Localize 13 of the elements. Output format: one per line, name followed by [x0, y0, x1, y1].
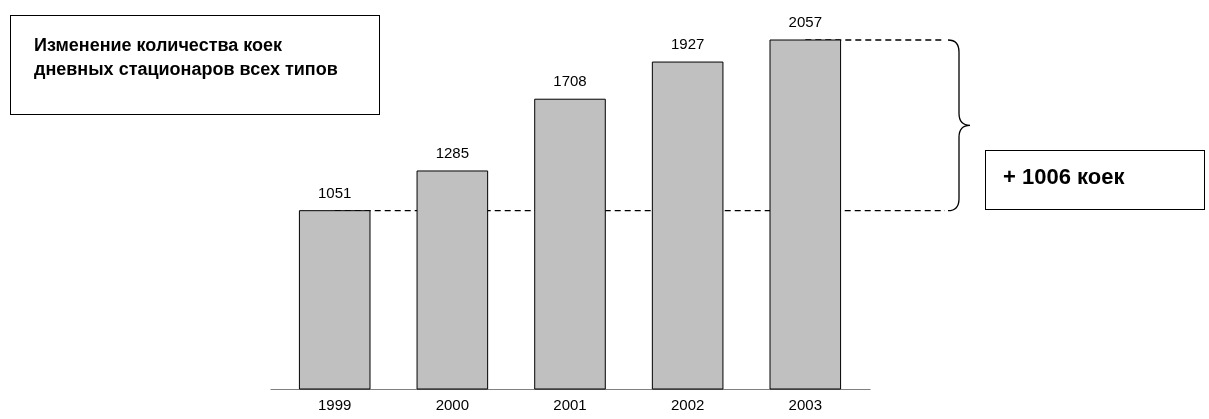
x-tick-label: 1999	[318, 395, 352, 413]
data-label: 1927	[670, 35, 705, 53]
x-tick-label: 2003	[788, 395, 822, 413]
x-tick-label: 2001	[553, 395, 587, 413]
data-label: 1708	[553, 72, 587, 90]
chart-title: Изменение количества коек дневных стационаров всех типов	[34, 34, 338, 81]
text: + 1006 коек	[1003, 164, 1125, 190]
data-label: 1285	[435, 143, 470, 161]
data-label: 2057	[788, 13, 822, 30]
x-tick-label: 2002	[670, 395, 705, 413]
data-label: 1051	[318, 183, 352, 201]
bar	[298, 210, 371, 390]
x-tick-label: 2000	[435, 395, 470, 413]
